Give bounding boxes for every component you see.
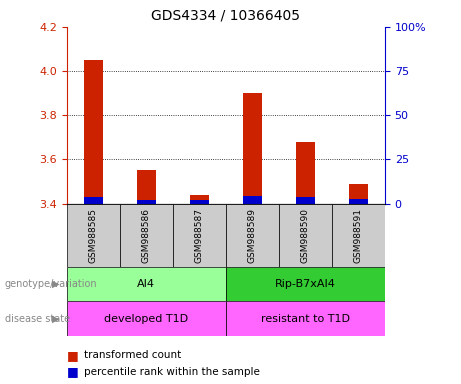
- Bar: [120, 204, 173, 267]
- Text: disease state: disease state: [5, 314, 70, 324]
- Text: ▶: ▶: [52, 279, 59, 289]
- Bar: [67, 204, 120, 267]
- Text: GSM988589: GSM988589: [248, 208, 257, 263]
- Text: GSM988591: GSM988591: [354, 208, 363, 263]
- Bar: [349, 184, 368, 204]
- Bar: [84, 197, 103, 204]
- Bar: [243, 93, 262, 204]
- Title: GDS4334 / 10366405: GDS4334 / 10366405: [151, 9, 301, 23]
- Text: GSM988586: GSM988586: [142, 208, 151, 263]
- Text: percentile rank within the sample: percentile rank within the sample: [84, 367, 260, 377]
- Text: resistant to T1D: resistant to T1D: [261, 314, 350, 324]
- Bar: [349, 199, 368, 204]
- Text: ▶: ▶: [52, 314, 59, 324]
- Text: ■: ■: [67, 365, 78, 378]
- Bar: [67, 267, 226, 301]
- Bar: [243, 196, 262, 204]
- Bar: [332, 204, 385, 267]
- Bar: [226, 204, 279, 267]
- Bar: [226, 301, 385, 336]
- Text: ■: ■: [67, 349, 78, 362]
- Bar: [190, 200, 209, 204]
- Text: developed T1D: developed T1D: [104, 314, 189, 324]
- Bar: [84, 60, 103, 204]
- Bar: [296, 197, 315, 204]
- Text: GSM988590: GSM988590: [301, 208, 310, 263]
- Bar: [226, 267, 385, 301]
- Bar: [296, 142, 315, 204]
- Text: transformed count: transformed count: [84, 350, 182, 360]
- Bar: [137, 170, 156, 204]
- Text: Rip-B7xAI4: Rip-B7xAI4: [275, 279, 336, 289]
- Bar: [137, 200, 156, 204]
- Bar: [190, 195, 209, 204]
- Text: GSM988587: GSM988587: [195, 208, 204, 263]
- Bar: [279, 204, 332, 267]
- Bar: [67, 301, 226, 336]
- Bar: [173, 204, 226, 267]
- Text: genotype/variation: genotype/variation: [5, 279, 97, 289]
- Text: AI4: AI4: [137, 279, 155, 289]
- Text: GSM988585: GSM988585: [89, 208, 98, 263]
